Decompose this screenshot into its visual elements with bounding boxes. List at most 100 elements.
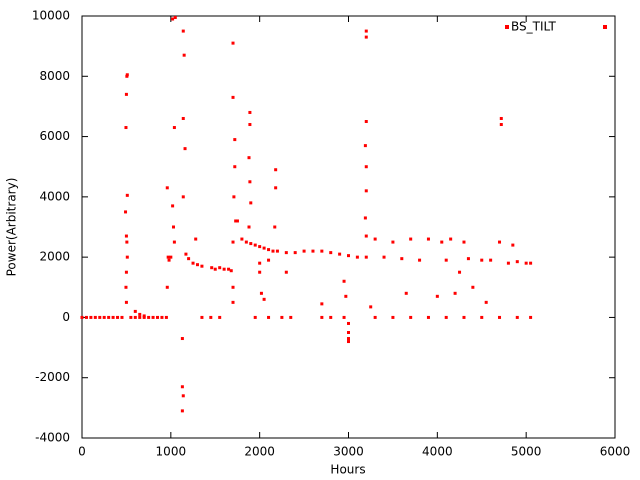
data-point — [524, 261, 528, 265]
data-point — [347, 337, 350, 341]
data-point — [400, 257, 404, 261]
data-point — [267, 315, 271, 319]
data-point — [244, 240, 248, 244]
data-point — [484, 300, 488, 304]
data-point — [320, 302, 324, 306]
data-point — [498, 315, 502, 319]
data-point — [462, 315, 466, 319]
x-tick-label: 1000 — [156, 445, 187, 459]
data-point — [529, 315, 533, 319]
data-point — [93, 315, 97, 319]
data-point — [169, 255, 173, 259]
data-point — [253, 243, 257, 247]
y-tick-label: 4000 — [39, 189, 70, 203]
data-point — [338, 252, 342, 256]
data-point — [248, 180, 252, 184]
data-point — [129, 315, 133, 319]
data-point — [102, 315, 106, 319]
data-point — [210, 266, 214, 270]
data-point — [258, 261, 262, 265]
data-point — [124, 234, 128, 238]
data-point — [259, 291, 263, 295]
data-point — [84, 315, 88, 319]
data-point — [404, 291, 408, 295]
data-point — [249, 242, 253, 246]
data-point — [107, 315, 111, 319]
y-tick-label: 0 — [62, 310, 70, 324]
x-axis-label: Hours — [330, 463, 365, 477]
data-point — [499, 116, 503, 120]
data-point — [120, 315, 124, 319]
data-point — [347, 254, 350, 258]
data-point — [233, 165, 237, 169]
data-point — [364, 120, 368, 123]
data-point — [195, 263, 199, 267]
data-point — [200, 315, 204, 319]
data-point — [373, 315, 377, 319]
data-point — [171, 225, 175, 229]
data-point — [125, 73, 129, 77]
x-tick-label: 3000 — [333, 445, 364, 459]
data-point — [231, 41, 235, 45]
data-point — [125, 193, 129, 197]
data-point — [391, 315, 395, 319]
data-point — [165, 285, 169, 289]
data-point — [80, 315, 84, 319]
data-point — [363, 144, 367, 148]
data-point — [355, 255, 359, 259]
data-point — [258, 270, 262, 274]
data-point — [329, 315, 333, 319]
x-tick-label: 0 — [78, 445, 86, 459]
data-point — [369, 305, 373, 309]
data-point — [213, 267, 217, 271]
data-point — [480, 258, 484, 262]
data-point — [138, 315, 142, 319]
data-point — [160, 315, 164, 319]
data-point — [180, 385, 184, 389]
data-point — [124, 285, 128, 289]
data-point — [444, 258, 448, 262]
data-point — [489, 258, 493, 262]
data-point — [232, 195, 236, 199]
data-point — [147, 315, 151, 319]
data-point — [231, 240, 235, 244]
data-point — [284, 251, 288, 255]
data-point — [426, 315, 430, 319]
data-point — [364, 234, 368, 238]
data-point — [194, 237, 198, 241]
data-point — [511, 243, 515, 247]
data-point — [435, 294, 439, 298]
data-point — [515, 315, 519, 319]
data-point — [284, 270, 288, 274]
data-point — [231, 285, 235, 289]
data-point — [89, 315, 93, 319]
data-point — [187, 257, 191, 261]
data-point — [347, 321, 350, 325]
data-point — [166, 255, 170, 259]
y-tick-label: 6000 — [39, 129, 70, 143]
data-point — [231, 300, 235, 304]
data-point — [191, 261, 195, 265]
data-point — [248, 110, 252, 114]
data-point — [200, 264, 204, 268]
data-point — [218, 266, 222, 270]
data-point — [293, 251, 297, 255]
data-point — [440, 240, 444, 244]
data-point — [171, 17, 175, 21]
data-point — [364, 29, 368, 33]
data-point — [280, 315, 284, 319]
data-point — [247, 156, 251, 160]
data-point — [274, 168, 278, 172]
data-point — [364, 189, 368, 193]
data-point — [267, 248, 271, 252]
data-point — [262, 297, 266, 301]
data-point — [471, 285, 475, 289]
data-point — [111, 315, 115, 319]
data-point — [453, 291, 457, 295]
y-tick-label: 8000 — [39, 69, 70, 83]
data-point — [347, 331, 350, 334]
data-point — [173, 16, 177, 20]
data-point — [267, 258, 271, 262]
data-point — [458, 270, 462, 274]
data-point — [209, 315, 213, 319]
